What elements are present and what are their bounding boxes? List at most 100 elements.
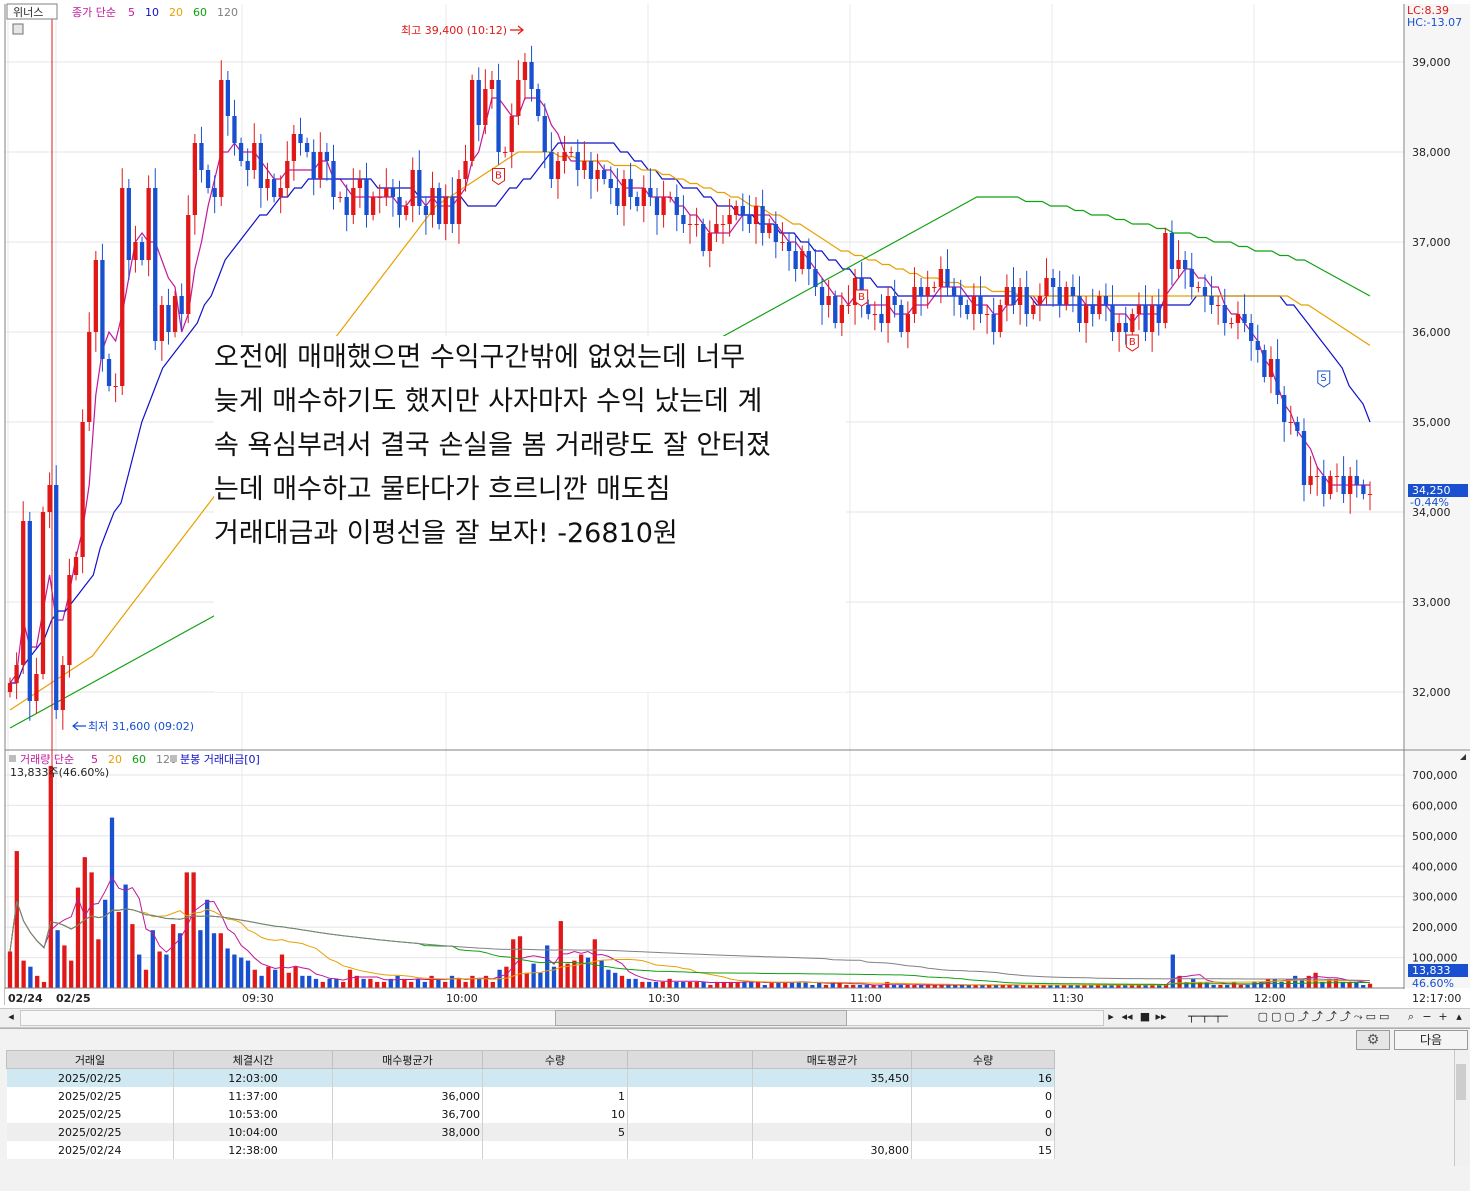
volume-bar[interactable] (633, 978, 638, 988)
candle-body[interactable] (668, 197, 673, 198)
candle-body[interactable] (463, 161, 468, 179)
candle-body[interactable] (833, 296, 838, 323)
candle-body[interactable] (555, 161, 561, 179)
volume-bar[interactable] (409, 981, 414, 988)
candle-body[interactable] (1354, 476, 1359, 485)
volume-bar[interactable] (504, 966, 509, 988)
volume-title[interactable]: 거래량 단순 (20, 753, 74, 766)
volume-bar[interactable] (75, 887, 81, 988)
volume-bar[interactable] (436, 978, 441, 988)
candle-body[interactable] (1321, 476, 1326, 494)
candle-body[interactable] (786, 242, 792, 251)
stop-icon[interactable]: ■ (1139, 1010, 1151, 1023)
candle-body[interactable] (641, 188, 646, 206)
volume-bar[interactable] (21, 960, 26, 988)
volume-bar[interactable] (1170, 954, 1175, 988)
candle-body[interactable] (252, 143, 257, 170)
candle-body[interactable] (54, 485, 59, 710)
volume-bar[interactable] (89, 872, 94, 988)
candle-body[interactable] (707, 233, 712, 251)
volume-bar[interactable] (116, 911, 121, 988)
volume-bar[interactable] (402, 978, 407, 988)
zoom-slider[interactable]: ┬─┬─┬─ (1188, 1010, 1228, 1023)
volume-bar[interactable] (259, 975, 264, 988)
candle-body[interactable] (1229, 323, 1234, 324)
candle-body[interactable] (139, 242, 145, 260)
candle-body[interactable] (529, 62, 534, 89)
volume-bar[interactable] (585, 957, 591, 988)
candle-body[interactable] (1275, 359, 1280, 395)
scroll-left-icon[interactable]: ◂ (8, 1010, 14, 1023)
candle-body[interactable] (1216, 305, 1221, 306)
volume-bar[interactable] (769, 981, 774, 988)
candle-body[interactable] (397, 197, 402, 215)
candle-body[interactable] (489, 80, 495, 89)
candle-body[interactable] (773, 224, 778, 242)
volume-bar[interactable] (361, 978, 366, 988)
candle-body[interactable] (1130, 314, 1135, 332)
volume-bar[interactable] (307, 975, 312, 988)
candle-body[interactable] (905, 314, 911, 332)
stock-name-label[interactable]: 위너스 (13, 6, 43, 19)
candle-body[interactable] (1070, 287, 1076, 296)
candle-body[interactable] (826, 296, 831, 305)
plus-icon[interactable]: + (1438, 1010, 1448, 1023)
candle-body[interactable] (1143, 305, 1148, 332)
settings-button[interactable]: ⚙ (1356, 1030, 1390, 1050)
candle-body[interactable] (965, 305, 970, 314)
candle-body[interactable] (681, 215, 686, 224)
volume-bar[interactable] (1055, 984, 1060, 988)
volume-bar[interactable] (524, 972, 529, 988)
candle-body[interactable] (918, 287, 924, 296)
volume-ma-period-label[interactable]: 20 (108, 753, 122, 766)
candle-body[interactable] (113, 386, 118, 387)
volume-bar[interactable] (28, 966, 33, 988)
volume-bar[interactable] (1041, 984, 1046, 988)
candle-body[interactable] (1136, 305, 1142, 314)
volume-toggle-icon[interactable] (9, 755, 16, 762)
volume-bar[interactable] (313, 978, 319, 988)
candle-body[interactable] (304, 143, 310, 152)
candle-body[interactable] (628, 179, 633, 197)
candle-body[interactable] (760, 206, 765, 233)
candle-body[interactable] (694, 224, 699, 225)
volume-bar[interactable] (381, 981, 387, 988)
volume-bar[interactable] (239, 957, 244, 988)
volume-bar[interactable] (1136, 984, 1141, 988)
minus-icon[interactable]: − (1422, 1010, 1432, 1023)
candle-body[interactable] (661, 197, 666, 215)
candle-body[interactable] (852, 278, 858, 305)
volume-bar[interactable] (1089, 984, 1094, 988)
candle-body[interactable] (120, 188, 125, 386)
candle-body[interactable] (291, 134, 297, 161)
volume-bar[interactable] (69, 960, 74, 988)
col-header-sell-qty[interactable]: 수량 (911, 1050, 1055, 1069)
ma-period-label[interactable]: 60 (193, 6, 207, 19)
volume-bar[interactable] (1293, 975, 1298, 988)
candle-body[interactable] (819, 287, 825, 305)
candle-body[interactable] (417, 170, 422, 206)
candle-body[interactable] (377, 197, 382, 198)
volume-extra-label[interactable]: 분봉 거래대금[0] (180, 753, 260, 766)
candle-body[interactable] (1308, 476, 1313, 485)
volume-bar[interactable] (429, 975, 434, 988)
candle-body[interactable] (1222, 305, 1227, 323)
volume-bar[interactable] (347, 969, 353, 988)
volume-bar[interactable] (1129, 984, 1135, 988)
volume-bar[interactable] (898, 984, 903, 988)
candle-body[interactable] (106, 359, 112, 386)
volume-bar[interactable] (987, 984, 992, 988)
candle-body[interactable] (654, 197, 660, 215)
candle-body[interactable] (1242, 314, 1247, 323)
candle-body[interactable] (582, 161, 587, 170)
candle-body[interactable] (436, 188, 442, 224)
volume-bar[interactable] (647, 981, 652, 988)
candle-body[interactable] (331, 161, 336, 197)
volume-bar[interactable] (456, 978, 461, 988)
volume-bar[interactable] (1320, 981, 1325, 988)
candle-body[interactable] (351, 188, 356, 215)
candle-body[interactable] (14, 665, 19, 683)
volume-bar[interactable] (830, 981, 835, 988)
volume-bar[interactable] (891, 984, 897, 988)
candle-body[interactable] (879, 314, 884, 323)
